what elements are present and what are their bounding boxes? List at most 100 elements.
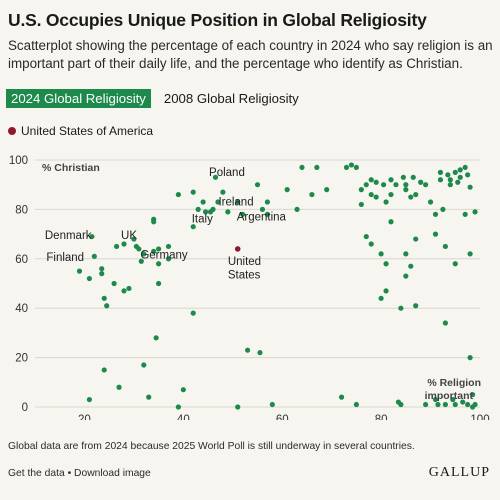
data-point: [190, 310, 196, 316]
data-point: [165, 256, 172, 262]
scatter-chart: 0 20 40 60 80 100 20 40 60 80 100 % Christian % Rel…: [9, 155, 490, 420]
data-point: [452, 401, 458, 408]
data-point: [146, 394, 152, 400]
footnote: Global data are from 2024 because 2025 W…: [8, 441, 415, 452]
y-tick-label: 100: [9, 155, 28, 167]
data-point: [363, 182, 369, 188]
data-point: [212, 174, 219, 180]
data-point: [86, 275, 92, 282]
data-point: [99, 266, 105, 272]
data-point: [86, 396, 92, 403]
y-tick-label: 20: [15, 353, 28, 365]
data-point: [175, 404, 181, 410]
data-point: [423, 401, 429, 408]
data-point: [388, 191, 394, 198]
data-point: [195, 206, 201, 212]
data-point: [136, 246, 142, 252]
data-point: [180, 387, 186, 393]
data-point: [398, 305, 404, 311]
data-point: [408, 194, 414, 200]
data-point: [437, 169, 444, 175]
data-point: [457, 174, 463, 180]
data-point: [156, 280, 162, 287]
annotation-finland: Finland: [46, 252, 84, 264]
data-point: [393, 182, 399, 188]
data-point: [403, 187, 409, 193]
data-point: [388, 219, 394, 225]
data-point: [363, 233, 369, 240]
data-point: [432, 211, 439, 217]
download-image-link[interactable]: Download image: [74, 468, 151, 479]
data-point: [76, 268, 83, 274]
data-point: [462, 211, 468, 217]
data-point: [403, 182, 409, 188]
data-point: [413, 191, 419, 198]
data-point: [190, 224, 196, 230]
data-point: [353, 164, 359, 171]
annotation-poland: Poland: [209, 167, 245, 179]
data-point: [259, 206, 266, 212]
data-point: [190, 189, 196, 195]
data-point: [408, 263, 414, 269]
data-point: [403, 251, 409, 257]
data-point: [116, 384, 122, 390]
data-point: [104, 303, 110, 309]
x-tick-label: 40: [177, 414, 190, 420]
y-tick-label: 80: [15, 204, 28, 216]
data-point: [452, 261, 458, 267]
legend-label: United States of America: [21, 124, 154, 138]
data-point: [445, 172, 451, 178]
data-point-united-states: [234, 246, 241, 252]
data-point: [175, 191, 181, 198]
data-point: [299, 164, 305, 171]
data-point: [368, 191, 374, 198]
get-data-link[interactable]: Get the data: [8, 468, 65, 479]
data-point: [156, 261, 162, 267]
x-tick-label: 80: [375, 414, 388, 420]
data-point: [462, 164, 468, 171]
data-point: [126, 285, 132, 292]
link-separator: •: [67, 468, 72, 479]
y-tick-label: 0: [22, 402, 28, 414]
x-tick-label: 20: [78, 414, 91, 420]
tab-2024[interactable]: 2024 Global Religiosity: [6, 89, 151, 108]
data-point: [435, 401, 441, 408]
annotation-uk: UK: [121, 230, 137, 242]
data-point: [254, 182, 261, 188]
data-point: [264, 211, 270, 217]
data-point: [432, 231, 439, 237]
data-point: [99, 271, 105, 277]
data-point: [440, 206, 446, 212]
annotation-argentina: Argentina: [237, 211, 287, 223]
annotation-ireland: Ireland: [218, 196, 253, 208]
data-point: [225, 209, 231, 215]
x-tick-label: 60: [276, 414, 289, 420]
annotation-italy: Italy: [192, 214, 213, 226]
data-point: [460, 399, 466, 405]
data-point: [427, 199, 434, 205]
data-point: [447, 182, 453, 188]
x-tick-label: 100: [470, 414, 489, 420]
data-point: [465, 172, 471, 178]
data-point: [469, 392, 476, 398]
footer-links: Get the data • Download image: [8, 468, 151, 479]
legend-marker: [8, 127, 16, 135]
data-point: [383, 288, 389, 294]
data-point: [447, 177, 453, 183]
data-point: [368, 241, 374, 247]
x-axis-label: % Religion: [427, 377, 481, 389]
data-point: [131, 236, 137, 242]
annotation-united: United: [228, 256, 261, 268]
tab-2008[interactable]: 2008 Global Religiosity: [163, 91, 299, 106]
data-point: [101, 295, 107, 301]
x-axis-label-line2: important: [425, 390, 474, 402]
data-point: [358, 187, 364, 193]
data-point: [324, 187, 330, 193]
data-point: [442, 401, 448, 408]
data-point: [235, 199, 241, 205]
data-point: [200, 199, 206, 205]
data-point: [383, 261, 389, 267]
data-point: [89, 233, 95, 240]
data-point: [467, 184, 473, 190]
legend: United States of America: [8, 124, 153, 138]
